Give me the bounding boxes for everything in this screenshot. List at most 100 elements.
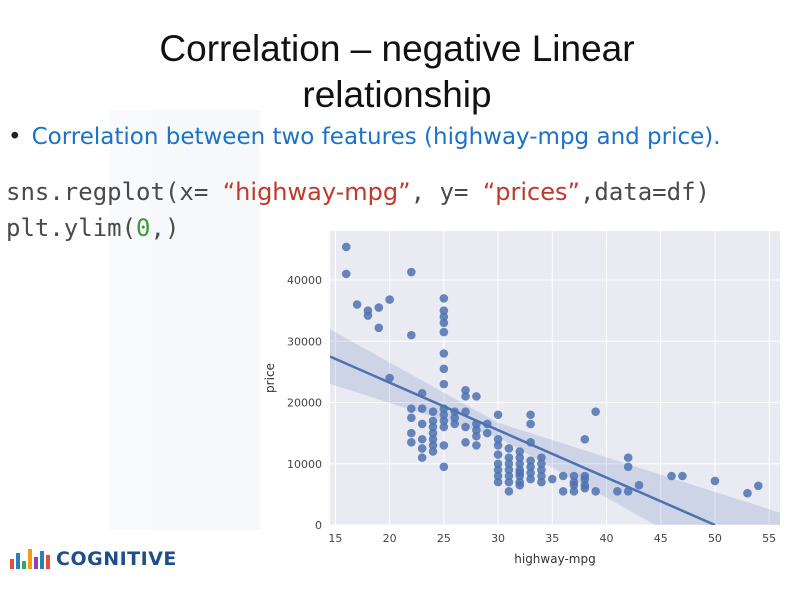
bullet-text: • Correlation between two features (highw…	[8, 124, 794, 150]
code-1-x-arg: “highway-mpg”	[222, 178, 411, 206]
data-point	[439, 312, 449, 322]
data-point	[439, 306, 449, 315]
data-point	[439, 318, 449, 328]
chart-svg: 15 20 25 30 35 40 45 50 55 0 10000 20000 30000 40000…	[263, 231, 780, 566]
x-tick-labels: 15 20 25 30 35 40 45 50 55	[328, 532, 776, 545]
logo-bar	[10, 559, 14, 569]
data-point	[428, 416, 438, 426]
y-tick-label: 40000	[287, 274, 322, 287]
y-axis-label: price	[263, 363, 277, 393]
confidence-band	[330, 329, 780, 525]
data-point	[428, 428, 438, 438]
data-point	[428, 441, 438, 450]
data-point	[558, 471, 568, 481]
data-point	[493, 471, 503, 481]
x-tick-label: 55	[762, 532, 776, 545]
data-point	[580, 483, 590, 493]
x-tick-label: 35	[545, 532, 559, 545]
data-point	[450, 413, 459, 423]
data-point	[461, 392, 470, 401]
data-point	[526, 410, 535, 420]
data-point	[472, 441, 481, 450]
data-point	[482, 428, 492, 438]
data-point	[461, 422, 470, 432]
data-point	[407, 330, 416, 340]
data-point	[450, 419, 459, 429]
code-1-suffix: ,data=df)	[579, 178, 710, 206]
data-point	[374, 323, 384, 333]
data-point	[493, 410, 503, 420]
data-point	[407, 267, 416, 277]
data-point	[439, 422, 449, 432]
data-point	[472, 431, 481, 441]
data-point	[439, 364, 449, 374]
x-tick-label: 50	[708, 532, 722, 545]
title-line-1: Correlation – negative Linear	[159, 28, 635, 69]
code-2-zero: 0	[136, 214, 151, 242]
data-point	[407, 438, 416, 447]
background-watermark	[110, 110, 260, 530]
data-point	[428, 447, 438, 456]
data-point	[461, 438, 470, 447]
data-point	[417, 444, 427, 453]
x-tick-label: 30	[491, 532, 505, 545]
data-point	[417, 419, 427, 429]
data-point	[537, 453, 546, 462]
data-point	[439, 327, 449, 337]
data-point	[515, 471, 525, 481]
data-point	[417, 453, 427, 462]
data-point	[439, 379, 449, 389]
regression-line	[330, 355, 716, 525]
data-point	[504, 453, 514, 462]
data-point	[504, 444, 514, 453]
slide-title: Correlation – negative Linear relationsh…	[0, 26, 794, 118]
code-1-y-arg: “prices”	[482, 178, 580, 206]
scatter-points	[341, 242, 763, 498]
data-point	[428, 407, 438, 416]
data-point	[613, 487, 622, 496]
data-point	[569, 480, 579, 490]
data-point	[515, 480, 525, 490]
data-point	[558, 487, 568, 496]
data-point	[439, 416, 449, 426]
data-point	[504, 477, 514, 487]
data-point	[504, 487, 514, 496]
data-point	[537, 459, 546, 469]
data-point	[504, 459, 514, 469]
data-point	[439, 294, 449, 303]
data-point	[569, 471, 579, 481]
code-2-prefix: plt.ylim(	[6, 214, 137, 242]
data-point	[580, 434, 590, 444]
data-point	[537, 465, 546, 475]
data-point	[667, 471, 676, 481]
data-point	[591, 407, 600, 416]
data-point	[407, 413, 416, 423]
data-point	[526, 468, 535, 478]
logo-bar	[34, 557, 38, 569]
data-point	[623, 453, 633, 462]
data-point	[417, 404, 427, 413]
y-tick-label: 20000	[287, 397, 322, 410]
data-point	[493, 465, 503, 475]
data-point	[537, 477, 546, 487]
data-point	[515, 453, 525, 462]
x-tick-label: 40	[600, 532, 614, 545]
data-point	[493, 477, 503, 487]
code-1-prefix: sns.regplot(x=	[6, 178, 223, 206]
grid-lines	[330, 231, 780, 526]
data-point	[439, 462, 449, 472]
regression-line-path	[330, 355, 716, 525]
title-line-2: relationship	[302, 74, 492, 115]
data-point	[547, 474, 557, 484]
data-point	[428, 434, 438, 444]
y-tick-labels: 0 10000 20000 30000 40000	[287, 274, 322, 532]
data-point	[439, 410, 449, 420]
data-point	[341, 269, 351, 279]
logo-bar	[16, 553, 20, 569]
code-1-mid: , y=	[410, 178, 483, 206]
data-point	[439, 349, 449, 358]
data-point	[407, 404, 416, 413]
logo-text: COGNITIVE	[56, 548, 177, 570]
x-tick-label: 15	[328, 532, 342, 545]
x-tick-label: 45	[654, 532, 668, 545]
